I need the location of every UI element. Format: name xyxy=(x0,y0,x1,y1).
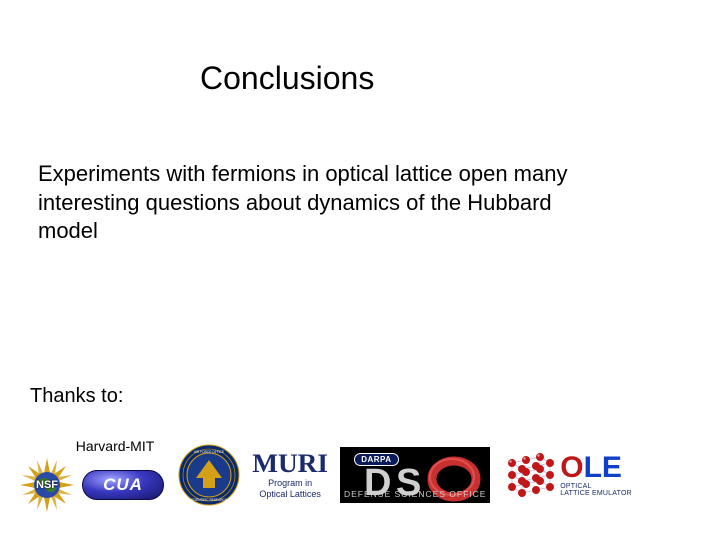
ole-logo: OLE OPTICAL LATTICE EMULATOR xyxy=(504,449,632,501)
nsf-logo: NSF xyxy=(20,458,74,512)
slide-title: Conclusions xyxy=(200,60,374,97)
nsf-text: NSF xyxy=(36,479,58,491)
slide-body: Experiments with fermions in optical lat… xyxy=(38,160,598,246)
harvard-mit-label: Harvard-MIT xyxy=(76,438,155,454)
ole-lattice-icon xyxy=(504,449,556,501)
muri-logo: MURI Program in Optical Lattices xyxy=(254,451,326,499)
muri-text: MURI xyxy=(252,451,328,477)
afosr-seal: AIR FORCE OFFICE SCIENTIFIC RESEARCH xyxy=(178,444,240,506)
svg-text:AIR FORCE OFFICE: AIR FORCE OFFICE xyxy=(194,450,224,454)
ole-sub2: LATTICE EMULATOR xyxy=(560,490,632,497)
svg-text:SCIENTIFIC RESEARCH: SCIENTIFIC RESEARCH xyxy=(191,498,228,502)
ole-le: LE xyxy=(584,453,622,483)
darpa-dso-logo: D S DARPA DEFENSE SCIENCES OFFICE xyxy=(340,447,490,503)
cua-logo: CUA xyxy=(82,470,164,500)
dso-sub: DEFENSE SCIENCES OFFICE xyxy=(340,489,490,499)
logo-row: Harvard-MIT xyxy=(20,438,700,512)
thanks-label: Thanks to: xyxy=(30,385,123,408)
ole-o: O xyxy=(560,453,583,483)
muri-sub1: Program in xyxy=(268,479,312,488)
muri-sub2: Optical Lattices xyxy=(259,490,321,499)
darpa-badge: DARPA xyxy=(354,453,398,466)
nsf-cua-group: Harvard-MIT xyxy=(20,438,164,512)
ole-sub1: OPTICAL xyxy=(560,483,632,490)
